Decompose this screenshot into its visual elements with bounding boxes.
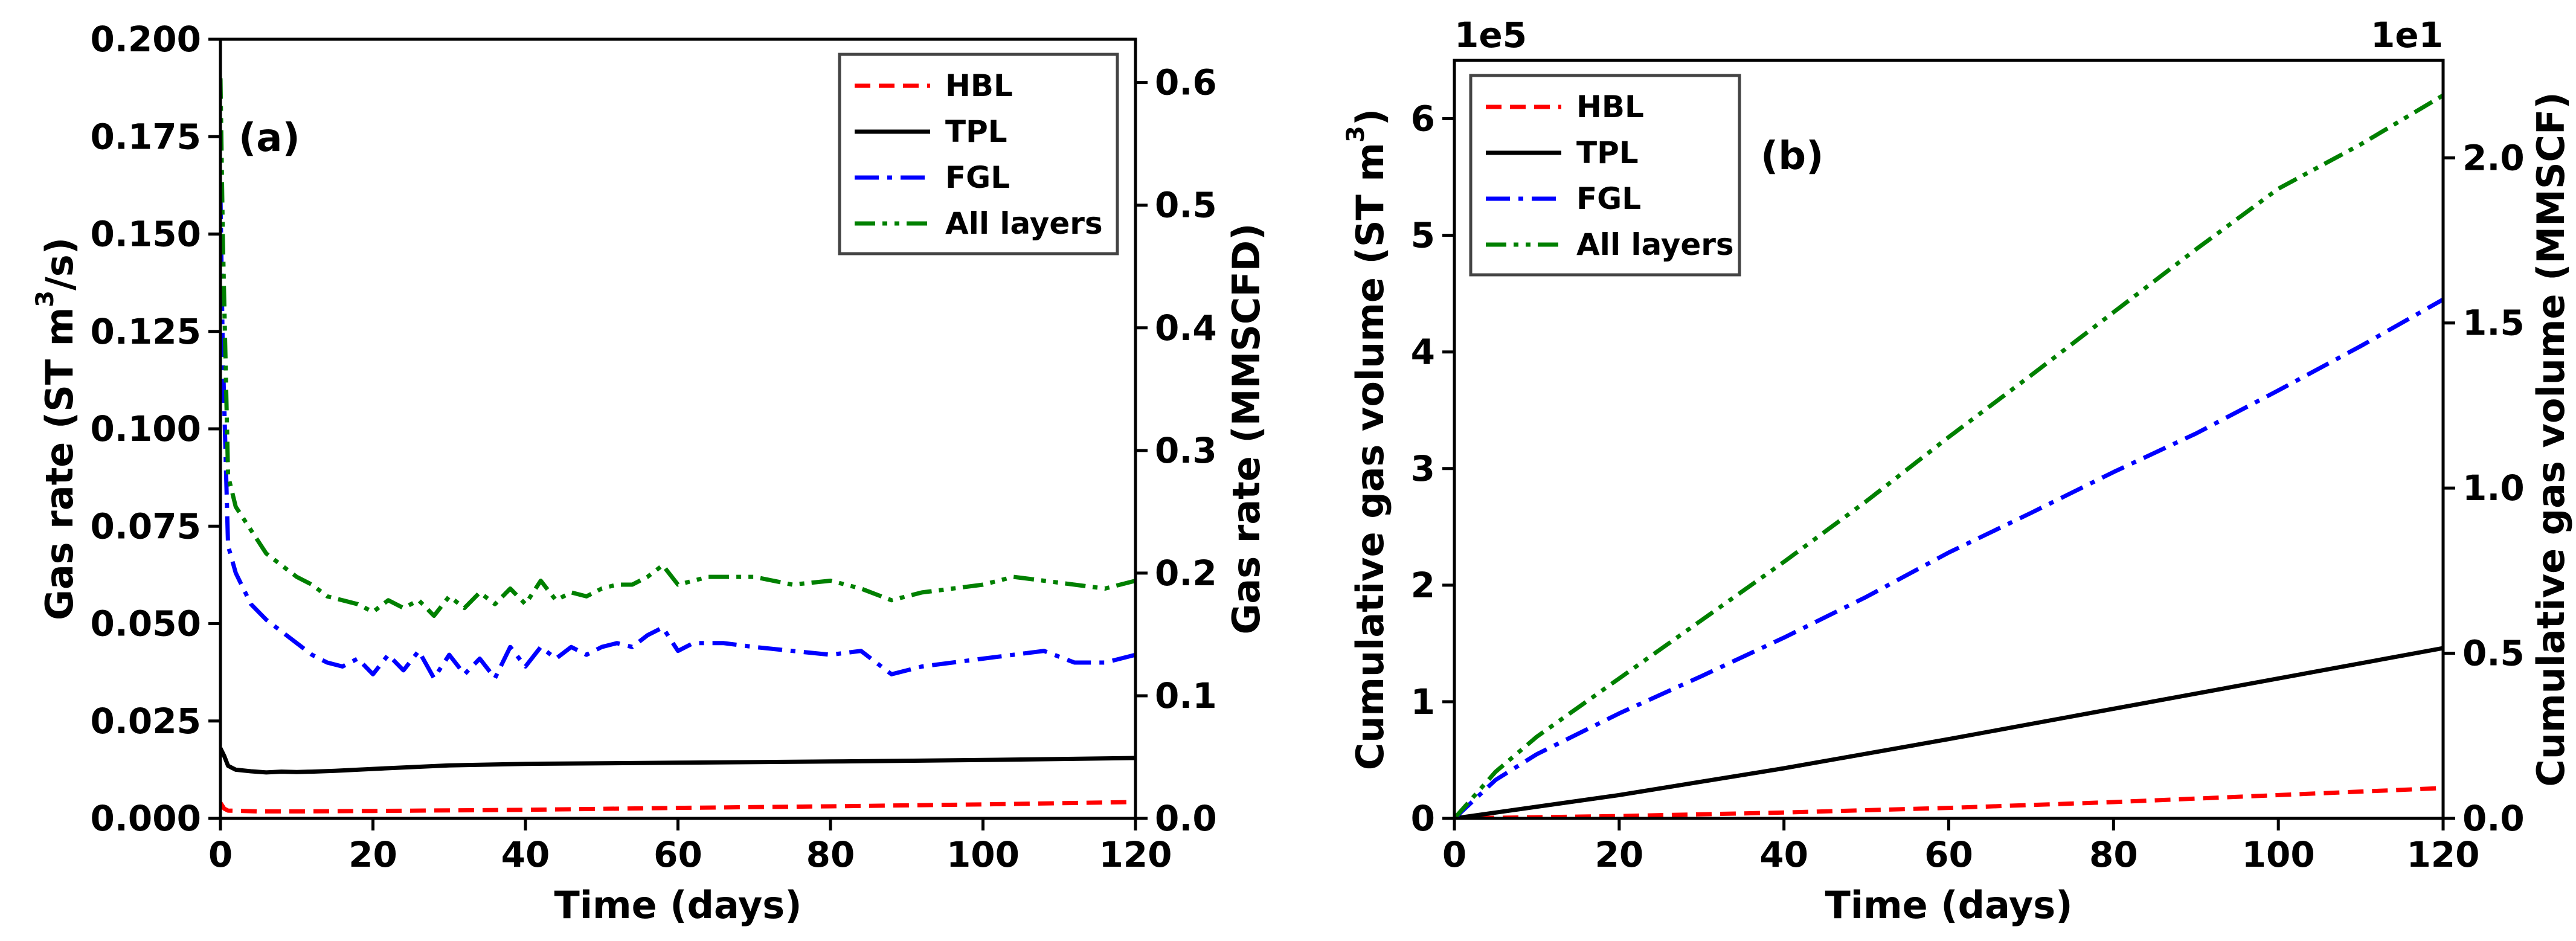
y-offset-label: 1e5 <box>1454 14 1527 56</box>
x-tick-label: 80 <box>806 834 855 875</box>
y-tick-label: 0.050 <box>91 603 201 644</box>
series-line-fgl <box>1454 297 2443 818</box>
legend: HBL TPL FGL All layers <box>838 53 1119 255</box>
chart-panel-a: 0 20 40 60 80 100 120 0.000 0.025 0.050 0.075 0.100… <box>31 19 1268 927</box>
x-tick-label: 120 <box>2406 834 2479 875</box>
y-tick-label: 2 <box>1411 565 1435 606</box>
legend-label-tpl: TPL <box>1576 135 1639 170</box>
x-tick-label: 100 <box>946 834 1020 875</box>
chart-panel-b: 0 20 40 60 80 100 120 0 1 2 3 4 5 6 0.0 0.5 1.0 1.5 2.0 Tim… <box>1342 14 2573 927</box>
series-line-fgl <box>220 194 1135 681</box>
y-tick-label: 5 <box>1411 215 1435 256</box>
y-tick-label: 0.150 <box>91 214 201 255</box>
legend-label-all-layers: All layers <box>1576 227 1734 262</box>
x-axis-label: Time (days) <box>1825 883 2072 927</box>
y-tick-label: 0.075 <box>91 506 201 547</box>
y2-tick-label: 0.2 <box>1155 553 1217 594</box>
legend-label-hbl: HBL <box>1576 89 1644 124</box>
x-tick-label: 40 <box>501 834 550 875</box>
y2-tick-label: 0.5 <box>1155 185 1217 226</box>
x-tick-label: 20 <box>348 834 397 875</box>
y2-tick-label: 1.5 <box>2462 303 2525 344</box>
legend-label-fgl: FGL <box>945 160 1010 195</box>
series-line-all-layers <box>220 78 1135 618</box>
series-line-hbl <box>1454 786 2443 818</box>
legend-label-fgl: FGL <box>1576 181 1641 216</box>
y2-tick-label: 0.0 <box>1155 798 1217 839</box>
y2-tick-label: 0.3 <box>1155 430 1217 471</box>
legend-label-tpl: TPL <box>945 114 1007 149</box>
y2-tick-label: 0.5 <box>2462 633 2525 674</box>
series-line-tpl <box>220 747 1135 775</box>
legend-label-all-layers: All layers <box>945 206 1103 241</box>
legend: HBL TPL FGL All layers <box>1469 74 1741 277</box>
y-tick-label: 0.000 <box>91 798 201 839</box>
y2-tick-label: 0.1 <box>1155 675 1217 716</box>
y2-tick-label: 0.4 <box>1155 307 1217 348</box>
y2-axis-label: Cumulative gas volume (MMSCF) <box>2529 92 2573 786</box>
y2-axis-label: Gas rate (MMSCFD) <box>1224 223 1268 635</box>
x-tick-label: 60 <box>654 834 702 875</box>
y-tick-label: 1 <box>1411 681 1435 722</box>
y2-tick-label: 2.0 <box>2462 137 2525 178</box>
panel-label: (a) <box>239 116 300 161</box>
x-tick-label: 60 <box>1924 834 1973 875</box>
y2-tick-label: 0.0 <box>2462 798 2525 839</box>
y2-tick-label: 0.6 <box>1155 62 1217 103</box>
legend-label-hbl: HBL <box>945 68 1013 103</box>
x-axis-label: Time (days) <box>554 883 801 927</box>
x-tick-label: 80 <box>2089 834 2138 875</box>
series-line-hbl <box>220 800 1135 814</box>
y-tick-label: 0.125 <box>91 311 201 352</box>
y-axis-label: Gas rate (ST m3/s) <box>31 237 82 620</box>
series-line-all-layers <box>1454 93 2443 818</box>
x-tick-label: 0 <box>208 834 233 875</box>
y-tick-label: 0.100 <box>91 408 201 449</box>
x-tick-label: 20 <box>1595 834 1643 875</box>
y-tick-label: 0.200 <box>91 19 201 60</box>
y-tick-label: 6 <box>1411 98 1435 140</box>
panel-label: (b) <box>1761 134 1823 179</box>
x-tick-label: 40 <box>1759 834 1808 875</box>
y-tick-label: 0 <box>1411 798 1435 839</box>
y-axis-label: Cumulative gas volume (ST m3) <box>1342 109 1392 770</box>
y-tick-label: 0.175 <box>91 116 201 157</box>
y2-tick-label: 1.0 <box>2462 467 2525 509</box>
y-tick-label: 0.025 <box>91 701 201 742</box>
x-tick-label: 0 <box>1442 834 1466 875</box>
x-tick-label: 100 <box>2242 834 2315 875</box>
y2-offset-label: 1e1 <box>2371 14 2443 56</box>
y-tick-label: 4 <box>1411 332 1435 373</box>
y-tick-label: 3 <box>1411 448 1435 489</box>
series-line-tpl <box>1454 646 2443 818</box>
x-tick-label: 120 <box>1099 834 1172 875</box>
